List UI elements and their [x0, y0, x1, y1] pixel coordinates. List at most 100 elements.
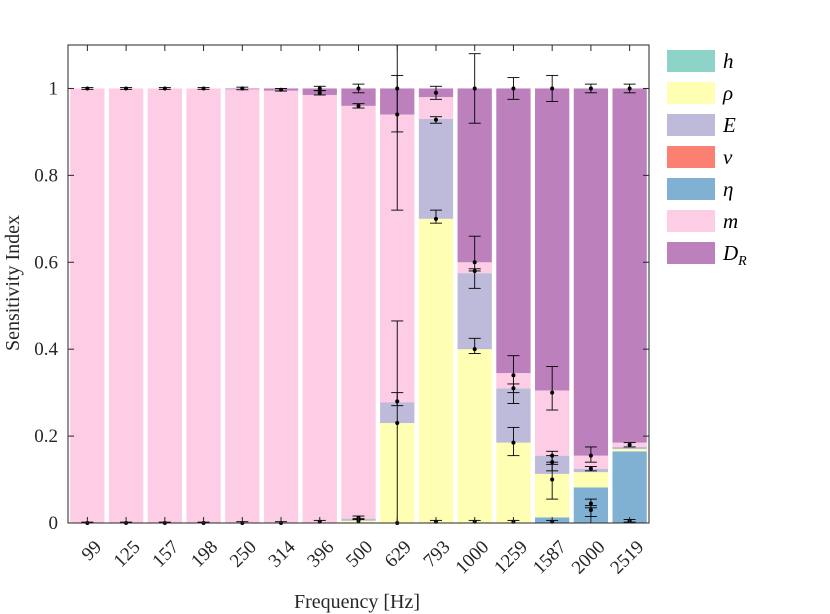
error-bar-point — [511, 386, 516, 391]
error-bar-point — [588, 501, 593, 506]
bar-m-793 — [418, 97, 454, 119]
legend-item-m: m — [667, 209, 738, 233]
error-bar-point — [124, 86, 129, 91]
error-bar-314-10 — [275, 87, 288, 92]
error-bar-point — [472, 260, 477, 265]
bar-m-314 — [263, 90, 299, 523]
error-bar-793-25 — [429, 116, 442, 124]
error-bar-point — [433, 117, 438, 122]
legend-label: DR — [722, 241, 747, 269]
y-tick-label: 0.6 — [34, 252, 58, 273]
error-bar-point — [511, 86, 516, 91]
x-axis-label: Frequency [Hz] — [294, 591, 420, 613]
error-bar-point — [201, 86, 206, 91]
y-tick-label: 0.8 — [34, 165, 58, 186]
error-bar-point — [627, 86, 632, 91]
legend-swatch — [667, 82, 715, 104]
error-bar-1259-36 — [507, 426, 520, 457]
error-bar-2519-50 — [623, 442, 636, 448]
legend-item-D_R: DR — [667, 241, 747, 269]
bar-D_R-2000 — [573, 88, 609, 456]
bar-rho-1000 — [457, 349, 492, 523]
bar-m-157 — [147, 88, 182, 523]
error-bar-2000-45 — [584, 446, 597, 463]
bar-m-125 — [108, 88, 144, 523]
error-bar-1259-33 — [507, 77, 520, 100]
bar-D_R-1259 — [496, 88, 531, 374]
error-bar-1000-28 — [468, 53, 481, 124]
bar-rho-793 — [418, 218, 454, 523]
error-bar-500-15 — [352, 103, 365, 109]
y-tick-labels: 0 0.2 0.4 0.6 0.8 1 — [34, 78, 58, 534]
error-bar-point — [433, 216, 438, 221]
bar-eta-2519 — [612, 451, 647, 523]
error-bar-2000-46 — [584, 466, 597, 472]
error-bar-point — [588, 453, 593, 458]
error-bar-point — [588, 466, 593, 471]
error-bar-point — [472, 86, 477, 91]
legend-label: h — [723, 49, 734, 73]
error-bars-group — [81, 44, 636, 525]
error-bar-point — [511, 373, 516, 378]
legend-swatch — [667, 114, 715, 136]
error-bar-point — [511, 440, 516, 445]
legend-label-subscript: R — [737, 254, 747, 269]
bar-D_R-1587 — [535, 88, 570, 391]
axes-group — [67, 44, 650, 524]
error-bar-point — [85, 86, 90, 91]
error-bar-point — [472, 347, 477, 352]
y-tick-label: 1 — [49, 78, 59, 99]
error-bar-point — [433, 90, 438, 95]
legend-swatch — [667, 50, 715, 72]
error-bar-point — [550, 390, 555, 395]
error-bar-793-24 — [429, 85, 442, 100]
error-bar-point — [317, 86, 322, 91]
bar-m-99 — [70, 88, 105, 523]
error-bar-1000-30 — [468, 268, 481, 289]
bars-group — [70, 88, 647, 523]
error-bar-198-6 — [197, 86, 210, 91]
error-bar-point — [550, 460, 555, 465]
error-bar-1000-29 — [468, 235, 481, 272]
error-bar-point — [279, 87, 284, 92]
bar-m-250 — [225, 89, 260, 523]
legend-swatch — [667, 242, 715, 264]
error-bar-793-26 — [429, 209, 442, 224]
legend-label: ν — [723, 145, 733, 169]
legend-label: ρ — [722, 81, 733, 105]
error-bar-2519-49 — [623, 83, 636, 94]
error-bar-1587-39 — [546, 366, 559, 411]
error-bar-1000-31 — [468, 337, 481, 354]
y-tick-label: 0 — [49, 513, 59, 534]
error-bar-1587-42 — [546, 463, 559, 500]
error-bar-1259-34 — [507, 355, 520, 394]
error-bar-2000-48 — [584, 505, 597, 517]
y-tick-label: 0.4 — [34, 339, 58, 360]
legend-item-nu: ν — [667, 145, 733, 169]
bar-m-396 — [302, 94, 337, 523]
bar-rho-2000 — [573, 472, 609, 488]
legend-swatch — [667, 146, 715, 168]
error-bar-2000-44 — [584, 83, 597, 94]
legend-label: m — [723, 209, 738, 233]
error-bar-point — [395, 86, 400, 91]
bar-D_R-2519 — [612, 88, 647, 443]
bar-m-500 — [341, 105, 376, 519]
error-bar-157-4 — [158, 86, 171, 91]
error-bar-point — [395, 421, 400, 426]
legend-item-rho: ρ — [667, 81, 733, 105]
y-axis-label: Sensitivity Index — [2, 215, 24, 351]
error-bar-point — [162, 86, 167, 91]
legend-label: E — [722, 113, 736, 137]
bar-rho-2519 — [612, 449, 647, 452]
error-bar-250-8 — [236, 86, 249, 91]
error-bar-point — [588, 507, 593, 512]
error-bar-1259-35 — [507, 383, 520, 404]
bar-m-198 — [186, 88, 221, 523]
error-bar-point — [550, 86, 555, 91]
error-bar-point — [356, 86, 361, 91]
legend-swatch — [667, 178, 715, 200]
legend-swatch — [667, 210, 715, 232]
